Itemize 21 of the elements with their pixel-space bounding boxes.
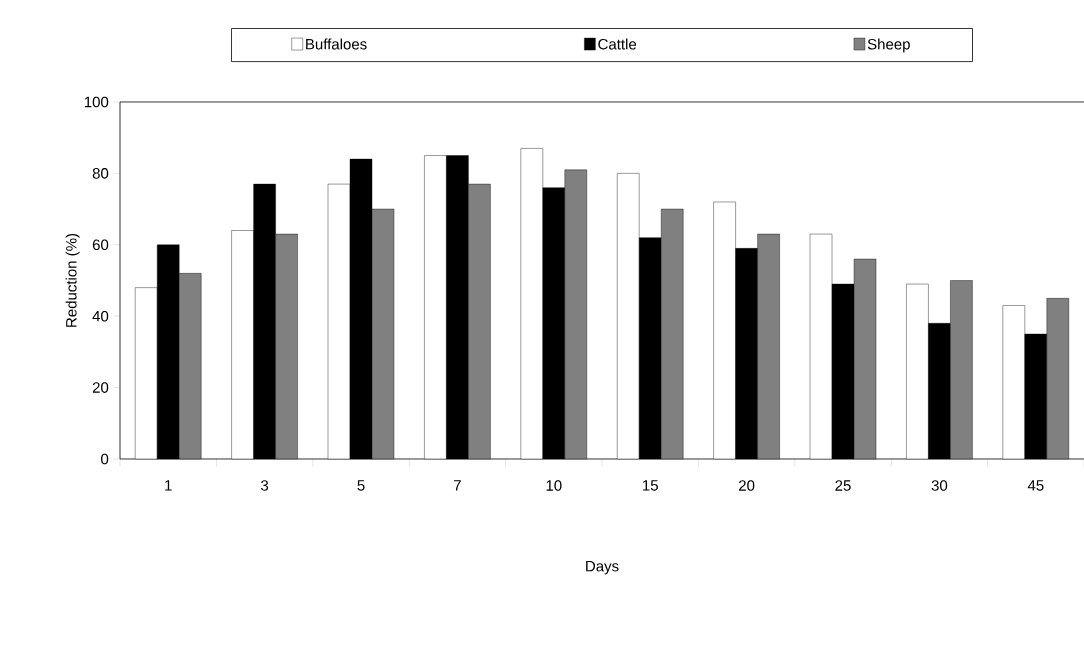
y-tick-label: 100 xyxy=(84,96,109,108)
x-tick-label: 7 xyxy=(454,480,461,491)
legend-label: Buffaloes xyxy=(306,38,367,50)
x-tick-label: 25 xyxy=(835,480,851,491)
x-tick-label: 10 xyxy=(546,480,562,491)
x-tick-label: 45 xyxy=(1027,480,1044,491)
y-axis-title: Reduction (%) xyxy=(65,233,80,327)
x-tick-label: 3 xyxy=(261,480,269,491)
legend-label: Sheep xyxy=(867,38,910,53)
x-tick-label: 5 xyxy=(357,480,365,491)
y-tick-label: 0 xyxy=(101,453,109,465)
y-tick-label: 20 xyxy=(92,382,109,393)
x-tick-label: 1 xyxy=(165,480,172,491)
x-tick-label: 20 xyxy=(739,480,755,491)
x-tick-label: 15 xyxy=(643,480,658,491)
x-tick-label: 30 xyxy=(931,480,948,491)
y-tick-label: 60 xyxy=(92,239,109,251)
y-tick-label: 80 xyxy=(92,168,109,179)
y-tick-label: 40 xyxy=(92,310,109,322)
x-axis-title: Days xyxy=(586,561,619,575)
legend-label: Cattle xyxy=(598,38,637,50)
